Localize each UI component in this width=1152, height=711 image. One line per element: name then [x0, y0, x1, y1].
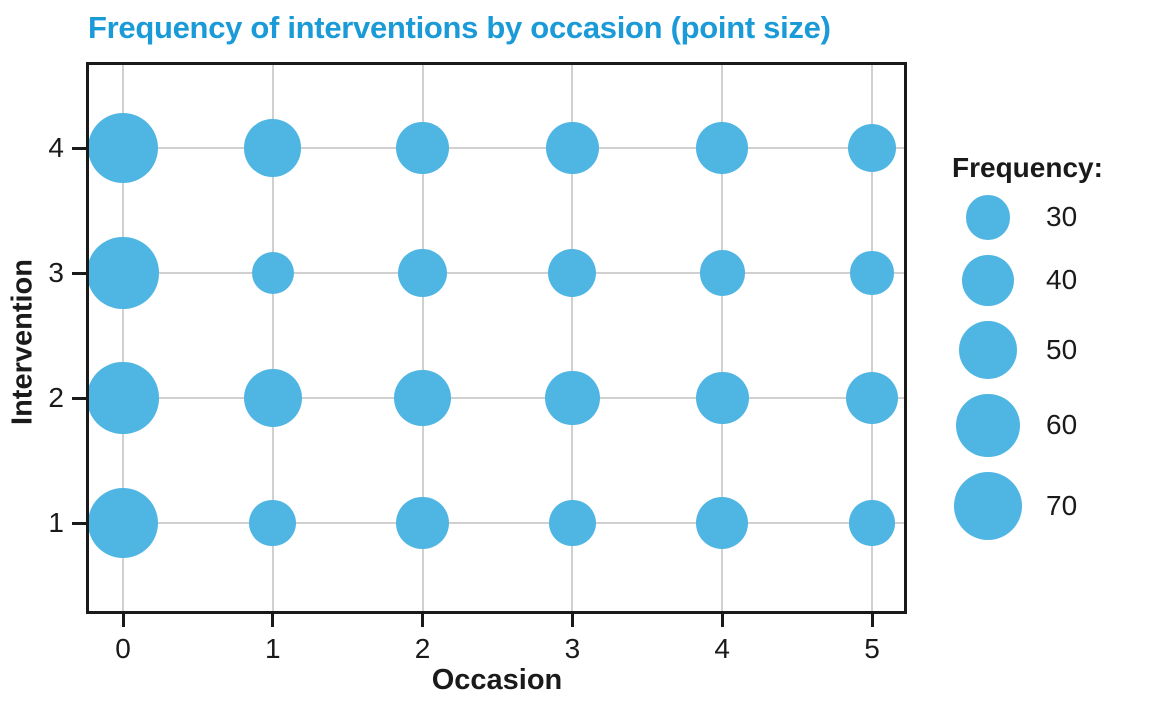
- legend-size-label: 50: [1046, 333, 1078, 365]
- vertical-gridline: [421, 62, 424, 614]
- data-bubble: [87, 237, 159, 309]
- x-tick-mark: [121, 614, 125, 627]
- data-bubble: [243, 368, 302, 428]
- data-bubble: [548, 248, 597, 298]
- x-tick-label: 2: [414, 633, 431, 664]
- horizontal-gridline: [86, 272, 907, 274]
- data-bubble: [699, 250, 745, 296]
- y-tick-mark: [72, 396, 86, 400]
- x-tick-label: 1: [265, 633, 281, 664]
- data-bubble: [696, 122, 748, 174]
- data-bubble: [849, 500, 895, 546]
- x-tick-label: 3: [564, 633, 581, 664]
- x-tick-mark: [870, 614, 874, 627]
- vertical-gridline: [871, 62, 873, 614]
- data-bubble: [548, 499, 596, 547]
- data-bubble: [249, 499, 297, 547]
- x-tick-mark: [570, 614, 574, 627]
- vertical-gridline: [571, 62, 574, 614]
- x-tick-mark: [271, 614, 275, 627]
- vertical-gridline: [271, 62, 274, 614]
- data-bubble: [244, 119, 302, 177]
- legend-size-label: 70: [1046, 490, 1078, 522]
- data-bubble: [545, 121, 599, 175]
- y-tick-label: 3: [48, 257, 64, 288]
- data-bubble: [251, 251, 294, 295]
- chart-title: Frequency of interventions by occasion (…: [88, 10, 831, 45]
- data-bubble: [394, 369, 451, 427]
- y-tick-label: 2: [48, 382, 64, 413]
- y-tick-label: 4: [48, 132, 64, 163]
- data-bubble: [847, 123, 897, 173]
- legend-title: Frequency:: [952, 152, 1103, 183]
- y-tick-mark: [72, 146, 86, 150]
- y-tick-mark: [72, 271, 86, 275]
- horizontal-gridline: [86, 522, 907, 524]
- x-tick-label: 4: [714, 633, 730, 664]
- horizontal-gridline: [86, 147, 907, 149]
- vertical-gridline: [122, 62, 124, 614]
- horizontal-gridline: [86, 397, 907, 399]
- data-bubble: [696, 496, 749, 550]
- data-bubble: [850, 251, 894, 295]
- data-bubble: [396, 496, 449, 550]
- x-tick-mark: [720, 614, 724, 627]
- legend-size-bubble: [956, 393, 1020, 457]
- y-tick-mark: [72, 521, 86, 525]
- x-tick-label: 0: [115, 633, 131, 664]
- x-tick-mark: [421, 614, 425, 627]
- data-bubble: [695, 371, 749, 425]
- data-bubble: [398, 248, 448, 298]
- vertical-gridline: [721, 62, 724, 614]
- x-axis-label: Occasion: [431, 664, 563, 696]
- legend-size-bubble: [962, 254, 1014, 307]
- legend-size-label: 40: [1046, 264, 1078, 296]
- data-bubble: [545, 370, 600, 426]
- data-bubble: [87, 362, 159, 434]
- data-bubble: [87, 487, 159, 559]
- y-tick-label: 1: [48, 507, 64, 538]
- legend-size-label: 30: [1046, 201, 1078, 233]
- data-bubble: [87, 112, 159, 184]
- data-bubble: [845, 371, 899, 425]
- legend-size-label: 60: [1046, 409, 1078, 441]
- legend-size-bubble: [965, 195, 1011, 240]
- x-tick-label: 5: [864, 633, 880, 664]
- data-bubble: [396, 121, 449, 175]
- legend-size-bubble: [953, 471, 1023, 541]
- legend-size-bubble: [959, 321, 1017, 379]
